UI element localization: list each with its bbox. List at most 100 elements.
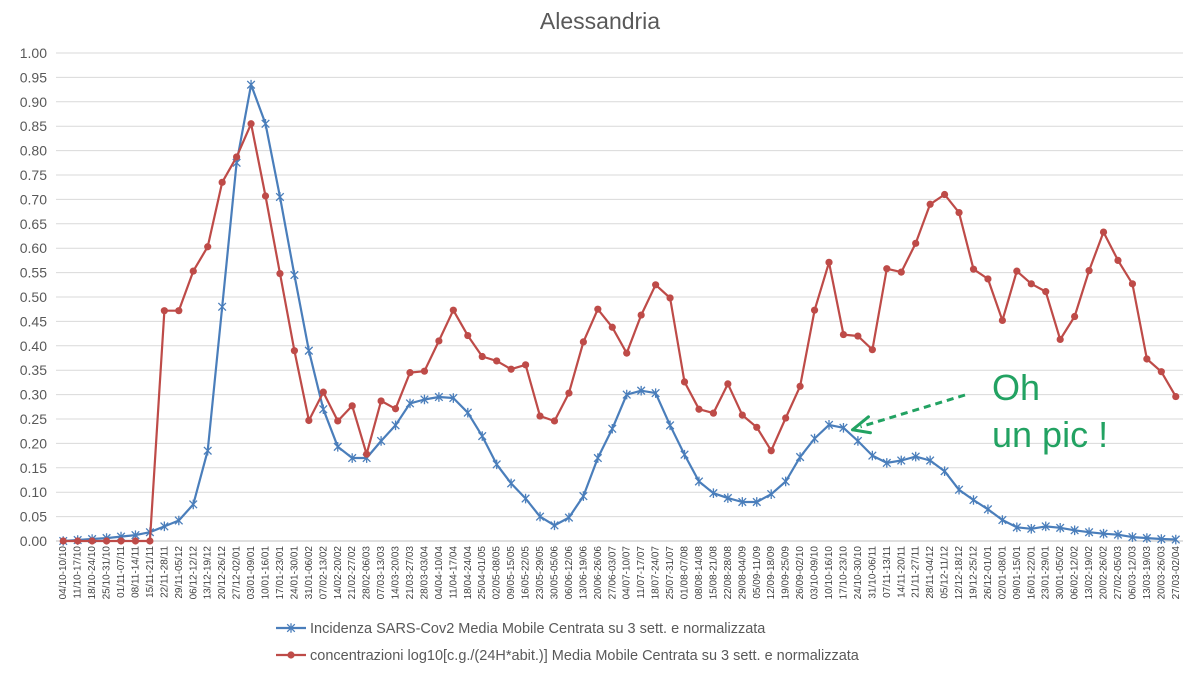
x-tick-label: 02/05-08/05 [492, 546, 503, 600]
data-point [146, 537, 154, 545]
data-point [175, 307, 183, 315]
data-point [1041, 521, 1050, 532]
data-point [680, 378, 689, 386]
data-point [535, 511, 545, 522]
annotation-arrowhead [850, 415, 872, 435]
y-tick-label: 0.65 [20, 216, 47, 232]
x-tick-label: 20/12-26/12 [217, 546, 228, 600]
x-tick-label: 05/12-11/12 [940, 546, 951, 599]
x-tick-label: 26/12-01/01 [983, 546, 994, 600]
x-tick-label: 16/05-22/05 [521, 546, 532, 600]
x-tick-label: 01/11-07/11 [116, 546, 127, 598]
y-tick-label: 0.90 [20, 94, 47, 110]
data-point [969, 495, 978, 505]
y-tick-label: 0.25 [20, 411, 47, 427]
data-point [391, 405, 400, 413]
y-tick-label: 0.40 [20, 338, 47, 354]
data-point [1172, 392, 1180, 401]
x-tick-label: 13/12-19/12 [203, 546, 214, 600]
data-point [275, 192, 285, 202]
data-point [506, 478, 516, 489]
data-point [608, 323, 616, 331]
data-point [925, 455, 935, 466]
data-point [940, 190, 949, 199]
y-tick-label: 0.60 [20, 240, 47, 256]
data-point [59, 537, 67, 545]
x-tick-label: 29/11-05/12 [174, 546, 185, 599]
x-tick-label: 03/01-09/01 [246, 546, 257, 600]
data-point [434, 392, 444, 402]
data-point [565, 389, 573, 397]
x-tick-label: 22/11-28/11 [159, 546, 170, 598]
data-point [319, 404, 328, 415]
x-tick-label: 04/07-10/07 [622, 546, 633, 600]
data-point [391, 420, 400, 431]
data-point [334, 417, 342, 425]
y-tick-label: 0.30 [20, 387, 47, 403]
data-point [868, 346, 876, 354]
x-tick-label: 29/08-04/09 [737, 546, 748, 600]
data-point [709, 488, 718, 498]
data-point [709, 409, 718, 417]
data-point [1070, 525, 1079, 536]
x-tick-label: 30/01-05/02 [1055, 546, 1066, 600]
data-point [1171, 534, 1181, 545]
y-tick-label: 0.05 [20, 509, 47, 525]
data-point [723, 493, 733, 503]
data-point [131, 537, 140, 545]
x-tick-label: 09/01-15/01 [1012, 546, 1023, 600]
data-point [478, 352, 486, 361]
y-tick-label: 0.20 [20, 435, 47, 451]
data-point [536, 412, 544, 420]
x-tick-label: 07/02-13/02 [318, 546, 329, 600]
data-point [766, 489, 776, 499]
series-1 [58, 79, 1181, 546]
data-point [102, 537, 111, 545]
data-point [651, 388, 660, 398]
data-point [608, 423, 617, 434]
x-tick-label: 03/10-09/10 [810, 546, 821, 600]
y-tick-label: 0.80 [20, 143, 47, 159]
data-point [233, 153, 241, 161]
x-tick-label: 25/04-01/05 [477, 546, 488, 600]
data-point [1114, 256, 1122, 264]
x-tick-label: 09/05-15/05 [506, 546, 517, 600]
x-tick-label: 27/12-02/01 [232, 546, 243, 600]
x-tick-label: 14/11-20/11 [896, 546, 907, 598]
data-point [796, 382, 804, 390]
data-point [305, 416, 313, 425]
x-tick-label: 11/10-17/10 [73, 546, 84, 599]
data-point [824, 420, 834, 430]
chart-title: Alessandria [539, 8, 661, 34]
legend-label: concentrazioni log10[c.g./(24H*abit.)] M… [310, 648, 860, 664]
data-point [969, 265, 978, 273]
data-point [204, 243, 212, 251]
data-point [680, 449, 689, 460]
x-tick-label: 27/03-02/04 [1171, 546, 1182, 600]
data-point [74, 537, 82, 545]
gridlines [56, 52, 1183, 542]
y-tick-label: 1.00 [20, 45, 47, 61]
data-point [912, 239, 920, 247]
y-tick-label: 0.10 [20, 484, 47, 500]
x-tick-label: 05/09-11/09 [752, 546, 763, 599]
data-point [449, 393, 458, 403]
x-tick-label: 28/02-06/03 [362, 546, 373, 600]
data-point [998, 316, 1006, 325]
data-point [911, 451, 920, 462]
data-point [333, 442, 343, 452]
data-point [883, 265, 891, 273]
data-point [1128, 280, 1137, 288]
y-tick-label: 0.35 [20, 362, 47, 378]
x-tick-label: 17/10-23/10 [838, 546, 849, 600]
x-tick-label: 28/03-03/04 [419, 546, 430, 600]
data-point [290, 270, 299, 280]
x-tick-label: 06/12-12/12 [188, 546, 199, 600]
x-tick-label: 27/02-05/03 [1113, 546, 1124, 600]
x-tick-label: 19/09-25/09 [781, 546, 792, 600]
data-point [738, 411, 746, 419]
x-tick-label: 06/06-12/06 [564, 546, 575, 600]
y-tick-label: 0.45 [20, 313, 47, 329]
data-point [304, 345, 314, 356]
